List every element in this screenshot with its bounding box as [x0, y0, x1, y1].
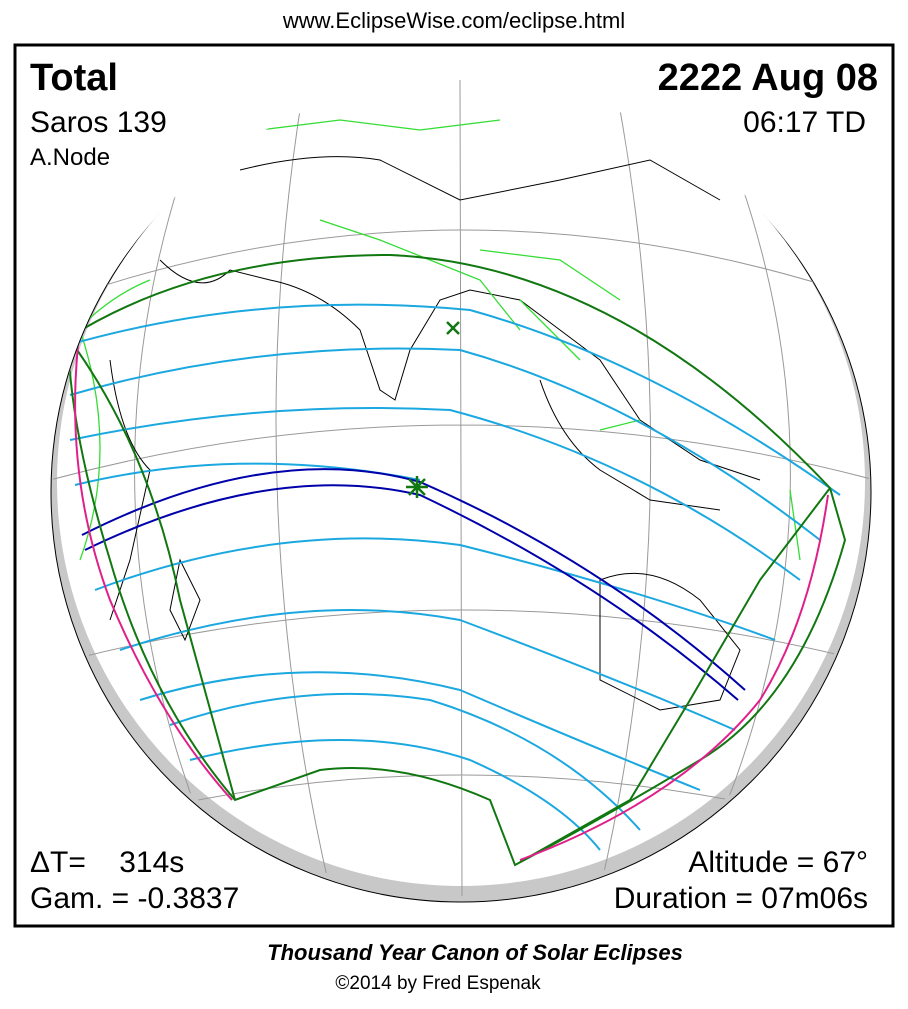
node: A.Node [30, 144, 110, 171]
footer-title: Thousand Year Canon of Solar Eclipses [267, 940, 683, 965]
altitude: Altitude = 67° [688, 846, 868, 879]
eclipse-type: Total [30, 57, 118, 99]
duration: Duration = 07m06s [614, 882, 868, 915]
markers [406, 321, 460, 498]
saros: Saros 139 [30, 106, 167, 139]
map-lines [53, 80, 869, 896]
copyright: ©2014 by Fred Espenak [335, 973, 541, 994]
gamma: Gam. = -0.3837 [30, 882, 239, 915]
date: 2222 Aug 08 [658, 57, 878, 99]
url: www.EclipseWise.com/eclipse.html [282, 8, 625, 33]
time: 06:17 TD [743, 106, 866, 139]
frame [13, 43, 895, 928]
delta-t: ΔT= 314s [30, 846, 184, 879]
